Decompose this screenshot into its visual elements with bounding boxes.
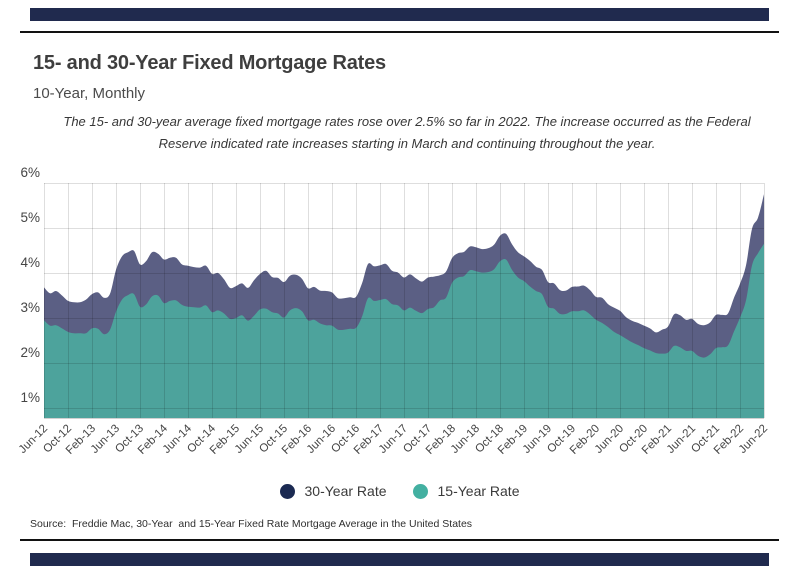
y-axis-label: 5% [20,210,40,225]
chart-subtitle: 10-Year, Monthly [33,85,146,102]
page-title: 15- and 30-Year Fixed Mortgage Rates [33,52,386,74]
source-note: Source: Freddie Mac, 30-Year and 15-Year… [30,518,473,530]
top-rule [20,31,779,33]
bottom-accent-bar [30,553,769,566]
legend-label-30-year: 30-Year Rate [304,483,387,499]
legend-swatch-15-year-icon [412,483,428,499]
annotation-line-1: The 15- and 30-year average fixed mortga… [63,114,751,129]
chart-annotation: The 15- and 30-year average fixed mortga… [55,111,759,155]
y-axis-label: 4% [20,255,40,270]
area-15-year-rate [44,243,764,418]
legend-item-30-year: 30-Year Rate [279,483,387,499]
chart-legend: 30-Year Rate 15-Year Rate [0,483,799,499]
annotation-line-2: Reserve indicated rate increases startin… [158,136,656,151]
top-accent-bar [30,8,769,21]
y-axis-label: 3% [20,300,40,315]
y-axis-label: 6% [20,165,40,180]
legend-swatch-30-year-icon [279,483,295,499]
legend-label-15-year: 15-Year Rate [437,483,520,499]
bottom-rule [20,539,779,541]
y-axis-label: 1% [20,390,40,405]
legend-item-15-year: 15-Year Rate [412,483,520,499]
y-axis-label: 2% [20,345,40,360]
